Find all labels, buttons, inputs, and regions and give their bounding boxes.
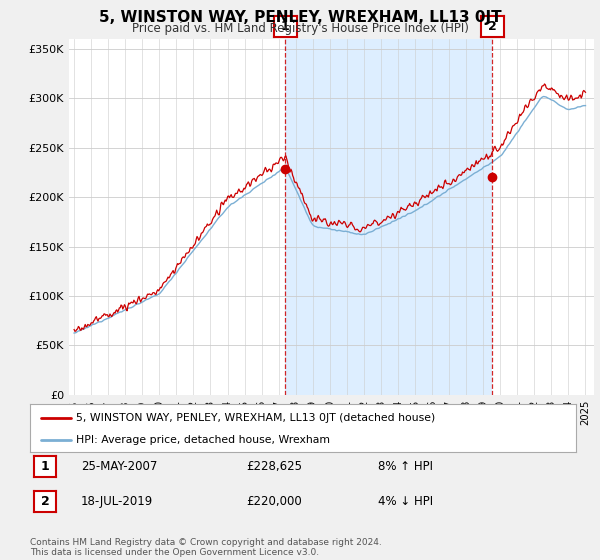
Text: 4% ↓ HPI: 4% ↓ HPI [378,494,433,508]
Text: 2: 2 [488,20,497,33]
Text: 18-JUL-2019: 18-JUL-2019 [81,494,153,508]
Text: 5, WINSTON WAY, PENLEY, WREXHAM, LL13 0JT (detached house): 5, WINSTON WAY, PENLEY, WREXHAM, LL13 0J… [76,413,436,423]
Text: Price paid vs. HM Land Registry's House Price Index (HPI): Price paid vs. HM Land Registry's House … [131,22,469,35]
Text: 1: 1 [41,460,49,473]
Text: £220,000: £220,000 [246,494,302,508]
Text: HPI: Average price, detached house, Wrexham: HPI: Average price, detached house, Wrex… [76,435,331,445]
Text: £228,625: £228,625 [246,460,302,473]
Text: 5, WINSTON WAY, PENLEY, WREXHAM, LL13 0JT: 5, WINSTON WAY, PENLEY, WREXHAM, LL13 0J… [98,10,502,25]
Text: Contains HM Land Registry data © Crown copyright and database right 2024.
This d: Contains HM Land Registry data © Crown c… [30,538,382,557]
Bar [285,39,493,395]
Text: 8% ↑ HPI: 8% ↑ HPI [378,460,433,473]
Text: 1: 1 [281,20,290,33]
Text: 2: 2 [41,494,49,508]
Text: 25-MAY-2007: 25-MAY-2007 [81,460,157,473]
